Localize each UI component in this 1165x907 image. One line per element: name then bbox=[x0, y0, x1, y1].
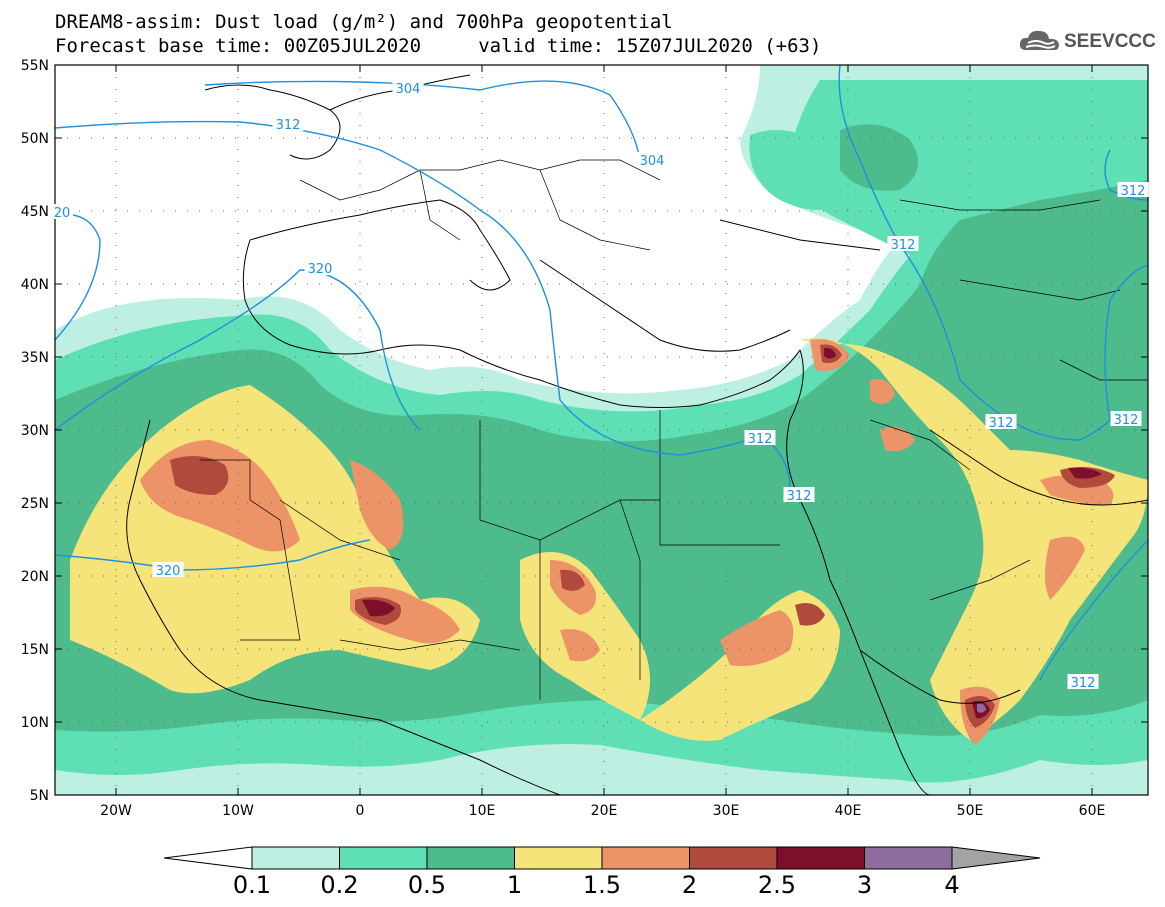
contour-label-bg bbox=[1067, 674, 1099, 689]
colorbar-swatch bbox=[251, 846, 340, 870]
logo-text: SEEVCCC bbox=[1064, 31, 1156, 52]
contour-labels: 304 312 304 20 320 312 312 312 312 312 320 312 312 bbox=[51, 80, 1149, 691]
colorbar-tick-label: 1.5 bbox=[583, 871, 621, 899]
contour-label: 312 bbox=[276, 118, 301, 133]
lon-label: 20E bbox=[591, 803, 618, 819]
colorbar-swatch bbox=[426, 846, 515, 870]
contour-label: 312 bbox=[787, 489, 812, 504]
dust-band-3 bbox=[977, 703, 986, 713]
lat-label: 15N bbox=[21, 642, 49, 658]
colorbar-tick-label: 2.5 bbox=[758, 871, 796, 899]
contour-label: 312 bbox=[891, 238, 916, 253]
map-title: DREAM8-assim: Dust load (g/m²) and 700hP… bbox=[55, 11, 673, 33]
lat-label: 20N bbox=[21, 569, 49, 585]
contour-label: 320 bbox=[156, 564, 181, 579]
contour-label-bg bbox=[392, 80, 424, 95]
latitude-axis: 55N 50N 45N 40N 35N 30N 25N 20N 15N 10N 5N bbox=[21, 58, 1148, 804]
colorbar-swatch bbox=[514, 846, 603, 870]
lat-label: 55N bbox=[21, 58, 49, 74]
lat-label: 45N bbox=[21, 204, 49, 220]
lat-label: 40N bbox=[21, 277, 49, 293]
cloud-logo-icon bbox=[1019, 30, 1059, 51]
lon-label: 20W bbox=[100, 803, 132, 819]
contour-label-bg bbox=[304, 260, 336, 275]
lon-label: 40E bbox=[835, 803, 862, 819]
contour-label: 312 bbox=[1121, 184, 1146, 199]
seevccc-logo: SEEVCCC bbox=[1018, 26, 1156, 56]
dust-fields bbox=[55, 65, 1148, 795]
colorbar-tick-label: 0.2 bbox=[320, 871, 358, 899]
contour-label: 312 bbox=[748, 432, 773, 447]
lon-label: 50E bbox=[957, 803, 984, 819]
lat-label: 35N bbox=[21, 350, 49, 366]
lon-label: 30E bbox=[713, 803, 740, 819]
colorbar-swatch bbox=[864, 846, 953, 870]
dust-band-2.5 bbox=[362, 347, 1102, 719]
colorbar-tick-label: 1 bbox=[507, 871, 522, 899]
longitude-axis: 20W 10W 0 10E 20E 30E 40E 50E 60E bbox=[100, 65, 1105, 819]
contour-label-bg bbox=[272, 116, 304, 131]
colorbar-tick-label: 0.5 bbox=[408, 871, 446, 899]
colorbar-swatch bbox=[339, 846, 428, 870]
lat-label: 25N bbox=[21, 496, 49, 512]
contour-label-bg bbox=[51, 204, 73, 219]
map-subtitle: Forecast base time: 00Z05JUL2020 valid t… bbox=[55, 35, 822, 57]
lon-label: 10E bbox=[469, 803, 496, 819]
contour-label: 304 bbox=[396, 82, 421, 97]
coastlines bbox=[126, 74, 1148, 795]
lon-label: 60E bbox=[1079, 803, 1106, 819]
contour-label-bg bbox=[152, 562, 184, 577]
lat-label: 5N bbox=[30, 788, 49, 804]
lat-label: 10N bbox=[21, 715, 49, 731]
colorbar-tick-label: 4 bbox=[944, 871, 959, 899]
contour-label-bg bbox=[1117, 182, 1149, 197]
contour-label-bg bbox=[985, 414, 1017, 429]
contour-label: 312 bbox=[989, 416, 1014, 431]
contour-label: 320 bbox=[308, 262, 333, 277]
colorbar-swatch bbox=[601, 846, 690, 870]
contour-label-bg bbox=[887, 236, 919, 251]
country-borders bbox=[200, 159, 1148, 700]
contour-label: 20 bbox=[54, 206, 71, 221]
colorbar-swatch bbox=[689, 846, 778, 870]
contour-label: 312 bbox=[1114, 413, 1139, 428]
contour-label-bg bbox=[783, 487, 815, 502]
lon-label: 10W bbox=[222, 803, 254, 819]
colorbar: 0.1 0.2 0.5 1 1.5 2 2.5 3 4 bbox=[163, 846, 1041, 899]
lat-label: 30N bbox=[21, 423, 49, 439]
contour-label-bg bbox=[1110, 411, 1142, 426]
contour-label: 304 bbox=[640, 154, 665, 169]
contour-label: 312 bbox=[1071, 676, 1096, 691]
colorbar-over-arrow bbox=[951, 846, 1041, 870]
colorbar-tick-label: 0.1 bbox=[233, 871, 271, 899]
lon-label: 0 bbox=[356, 803, 365, 819]
colorbar-under-arrow bbox=[163, 846, 253, 870]
lat-label: 50N bbox=[21, 131, 49, 147]
colorbar-tick-label: 2 bbox=[682, 871, 697, 899]
contour-label-bg bbox=[744, 430, 776, 445]
contour-label-bg bbox=[636, 152, 668, 167]
colorbar-swatch bbox=[776, 846, 865, 870]
colorbar-tick-label: 3 bbox=[857, 871, 872, 899]
